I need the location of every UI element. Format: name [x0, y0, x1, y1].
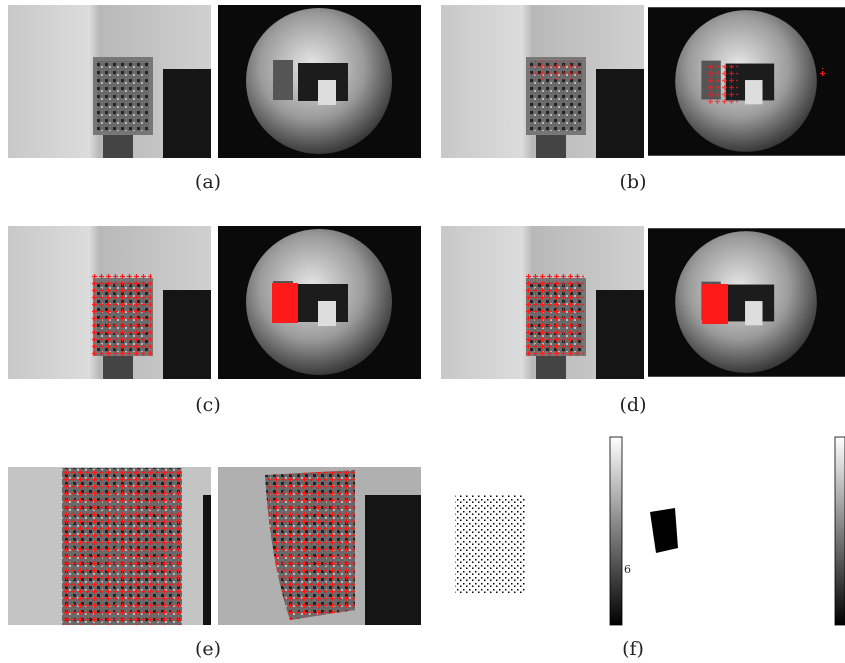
feature-points [272, 283, 298, 323]
feature-points [524, 272, 584, 356]
feature-map [455, 495, 525, 595]
mapped-region [650, 508, 678, 553]
caption: (d) [620, 394, 647, 416]
colorbar [610, 437, 622, 625]
feature-points [92, 272, 152, 356]
fisheye-image [218, 5, 421, 158]
page: (a) (b) (c) (d) (e) 6 (f) (() => { const… [0, 0, 845, 663]
caption: (e) [195, 638, 221, 660]
caption: (a) [195, 171, 221, 193]
caption: (b) [620, 171, 647, 193]
colorbar [835, 437, 845, 625]
caption: (c) [195, 394, 220, 416]
fisheye-image [218, 226, 421, 379]
fisheye-image [648, 7, 845, 155]
caption: (f) [622, 638, 644, 660]
scene-image [441, 5, 644, 158]
scene-image [8, 5, 211, 158]
figure: (a) (b) (c) (d) (e) 6 (f) [0, 0, 845, 663]
feature-points [62, 468, 182, 625]
colorbar-label: 6 [624, 563, 631, 576]
fisheye-image [648, 228, 845, 376]
feature-points [702, 284, 728, 324]
